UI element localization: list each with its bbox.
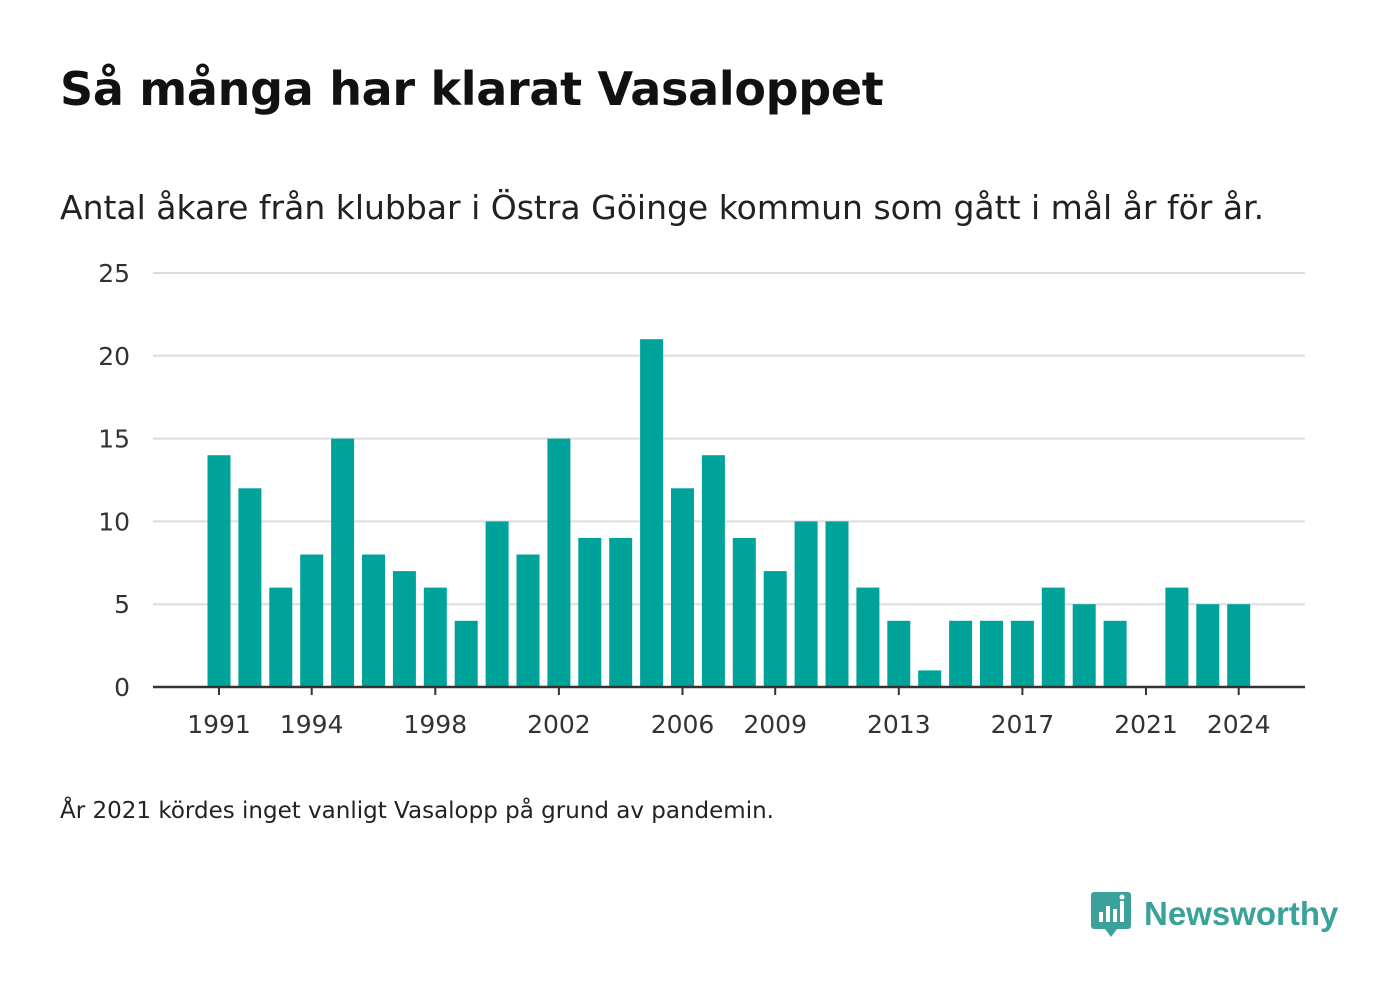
x-tick-label: 2013 (867, 710, 931, 739)
bar-2014 (918, 670, 942, 687)
gridlines (153, 272, 1305, 606)
chart-subtitle: Antal åkare från klubbar i Östra Göinge … (60, 188, 1265, 227)
x-tick-label: 2002 (527, 710, 591, 739)
bar-2007 (701, 455, 725, 687)
bar-1999 (454, 620, 478, 687)
bar-2022 (1165, 587, 1189, 687)
y-tick-label: 5 (114, 590, 130, 619)
x-tick-label: 1998 (403, 710, 467, 739)
bar-2006 (671, 488, 694, 687)
bar-2015 (949, 620, 973, 687)
brand-name: Newsworthy (1144, 895, 1339, 932)
bar-2016 (980, 620, 1003, 687)
bar-2002 (547, 438, 571, 687)
bar-2020 (1103, 620, 1127, 687)
y-tick-label: 15 (98, 425, 130, 454)
bar-1997 (392, 571, 416, 687)
bar-2023 (1196, 604, 1220, 687)
bar-2019 (1072, 604, 1096, 687)
bar-1991 (207, 455, 231, 687)
bar-2009 (763, 571, 787, 687)
x-tick-label: 2024 (1207, 710, 1271, 739)
bar-1995 (331, 438, 355, 687)
y-tick-label: 20 (98, 342, 130, 371)
bar-2013 (887, 620, 911, 687)
bar-2012 (856, 587, 880, 687)
bar-1993 (269, 587, 293, 687)
chart-title: Så många har klarat Vasaloppet (60, 62, 884, 116)
footnote: År 2021 kördes inget vanligt Vasalopp på… (60, 798, 774, 824)
bar-2004 (609, 538, 633, 687)
brand-logo[interactable]: Newsworthy (1090, 890, 1338, 938)
bars (207, 339, 1251, 687)
bar-2008 (732, 538, 756, 687)
bar-2011 (825, 521, 849, 687)
axes: 0 5 10 15 20 25 1991 1994 1998 2002 2006 2009 2013 20… (98, 259, 1305, 739)
x-tick-label: 1994 (280, 710, 344, 739)
bar-2005 (640, 339, 664, 687)
bar-1992 (238, 488, 262, 687)
bar-2024 (1227, 604, 1251, 687)
bar-2010 (794, 521, 818, 687)
bar-1998 (423, 587, 447, 687)
y-tick-label: 10 (98, 507, 130, 536)
bar-2017 (1010, 620, 1034, 687)
x-tick-label: 1991 (187, 710, 251, 739)
newsworthy-logo-icon (1091, 892, 1131, 937)
x-tick-label: 2009 (743, 710, 807, 739)
bar-2000 (485, 521, 509, 687)
bar-2003 (578, 538, 602, 687)
y-tick-label: 25 (98, 259, 130, 288)
bar-2001 (516, 554, 540, 687)
y-tick-label: 0 (114, 673, 130, 702)
x-tick-label: 2017 (991, 710, 1055, 739)
x-tick-label: 2021 (1114, 710, 1178, 739)
x-tick-label: 2006 (651, 710, 715, 739)
bar-1996 (362, 554, 385, 687)
bar-2018 (1041, 587, 1065, 687)
bar-1994 (300, 554, 324, 687)
